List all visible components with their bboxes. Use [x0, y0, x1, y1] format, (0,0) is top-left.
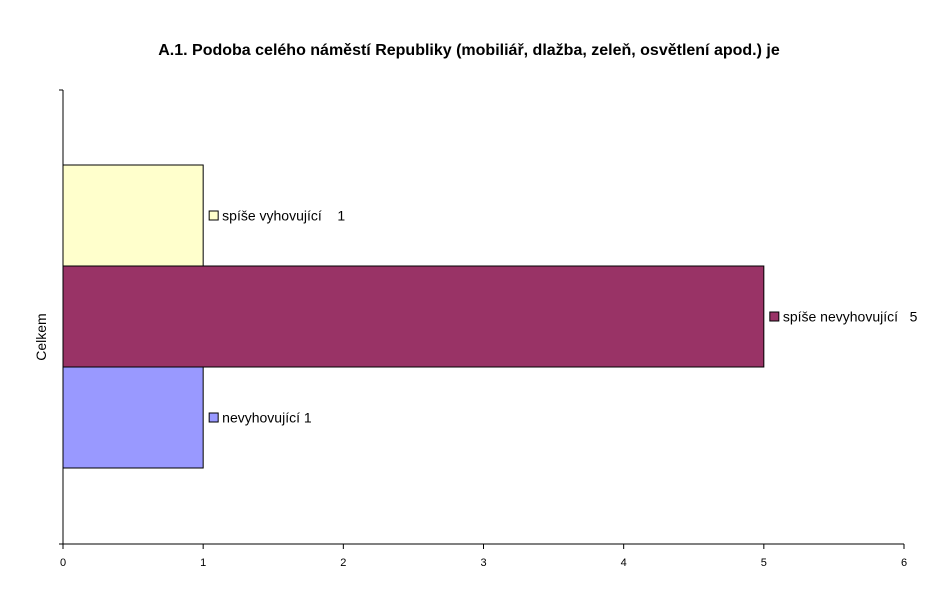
bar	[62, 366, 204, 469]
x-tick-label: 2	[340, 557, 346, 569]
legend-key	[208, 412, 219, 423]
chart-title: A.1. Podoba celého náměstí Republiky (mo…	[158, 42, 780, 59]
data-label: nevyhovující 1	[222, 410, 312, 426]
bar	[62, 164, 204, 267]
data-label: spíše nevyhovující 5	[783, 309, 918, 325]
x-tick-label: 5	[761, 557, 767, 569]
x-tick-label: 0	[60, 557, 66, 569]
category-label: Celkem	[33, 313, 49, 360]
legend-key	[769, 311, 780, 322]
bar	[62, 265, 765, 368]
x-tick-label: 3	[480, 557, 486, 569]
x-tick-label: 1	[200, 557, 206, 569]
data-label: spíše vyhovující 1	[222, 208, 345, 224]
legend-key	[208, 210, 219, 221]
x-tick-label: 4	[621, 557, 627, 569]
x-tick-label: 6	[901, 557, 907, 569]
